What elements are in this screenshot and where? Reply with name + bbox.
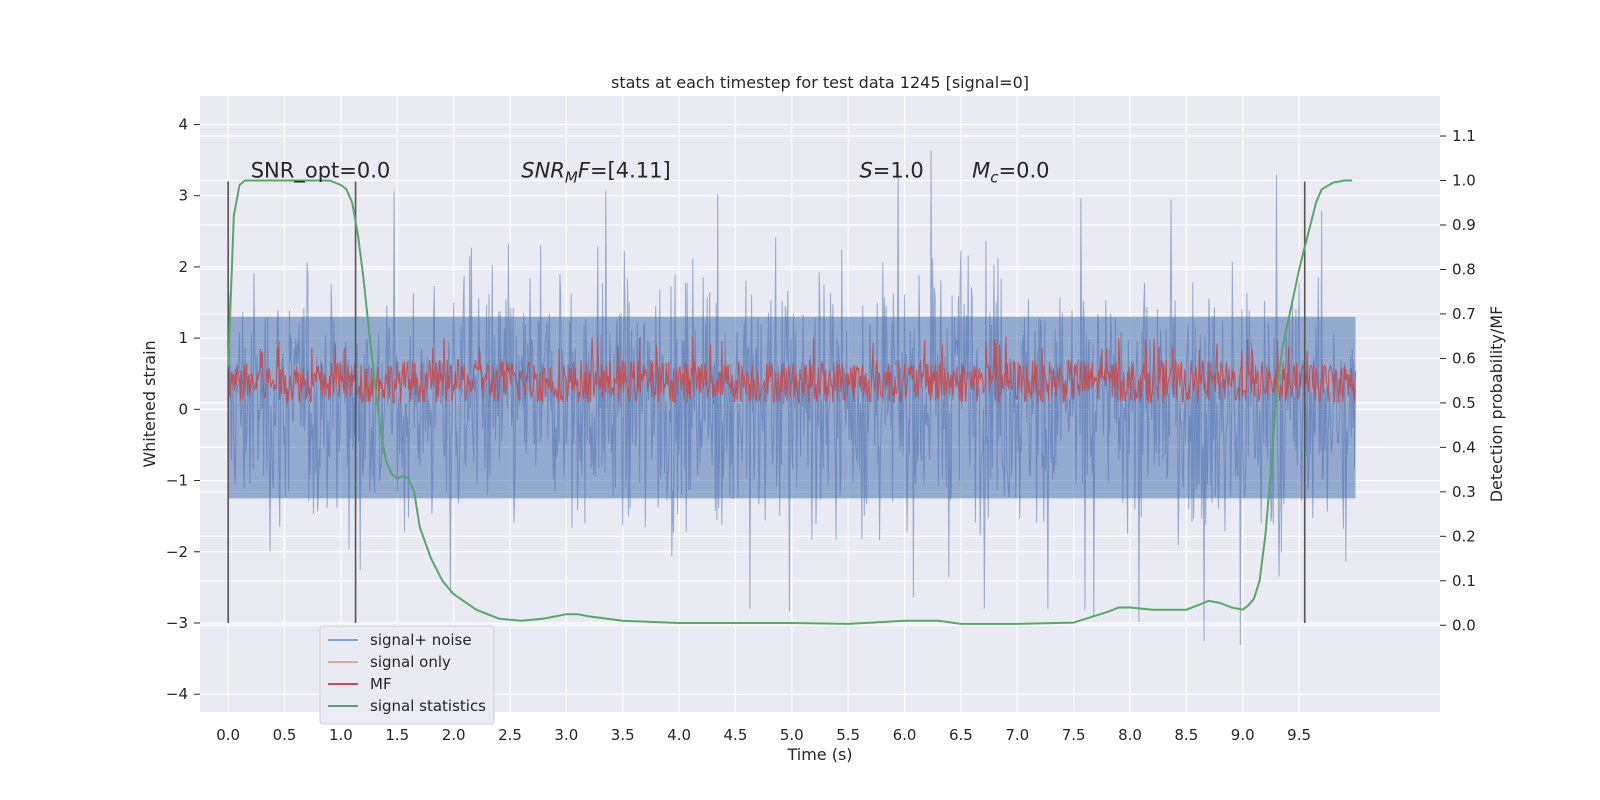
x-tick-label: 9.5 bbox=[1287, 726, 1311, 744]
signal-noise-series bbox=[227, 150, 1356, 646]
x-tick-label: 7.0 bbox=[1005, 726, 1029, 744]
x-tick-label: 6.5 bbox=[949, 726, 973, 744]
y-tick-label: −1 bbox=[166, 472, 188, 490]
x-tick-label: 1.5 bbox=[385, 726, 409, 744]
x-tick-label: 0.0 bbox=[216, 726, 240, 744]
y-right-tick-label: 0.5 bbox=[1452, 394, 1476, 412]
y-tick-label: 1 bbox=[178, 329, 188, 347]
chart-title: stats at each timestep for test data 124… bbox=[611, 73, 1029, 92]
y-tick-label: −4 bbox=[166, 685, 188, 703]
y-right-tick-label: 0.7 bbox=[1452, 305, 1476, 323]
annotation: Mc=0.0 bbox=[972, 158, 1049, 186]
mf-series bbox=[227, 335, 1357, 404]
y-right-tick-label: 0.2 bbox=[1452, 527, 1476, 545]
x-tick-label: 6.0 bbox=[893, 726, 917, 744]
x-tick-label: 0.5 bbox=[273, 726, 297, 744]
x-tick-label: 1.0 bbox=[329, 726, 353, 744]
legend-label-signal-noise: signal+ noise bbox=[370, 631, 472, 649]
y-axis-right-label: Detection probability/MF bbox=[1487, 306, 1506, 503]
y-tick-label: −3 bbox=[166, 614, 188, 632]
mf-line bbox=[227, 335, 1357, 404]
x-tick-label: 3.0 bbox=[554, 726, 578, 744]
legend-box bbox=[319, 625, 495, 725]
annotations: SNR_opt=0.0 SNRMF=[4.11] S=1.0 Mc=0.0 bbox=[251, 158, 1050, 186]
y-right-tick-label: 0.1 bbox=[1452, 572, 1476, 590]
y-tick-label: −2 bbox=[166, 543, 188, 561]
signal-statistics-line bbox=[227, 179, 1353, 625]
y-tick-label: 0 bbox=[178, 400, 188, 418]
x-tick-label: 9.0 bbox=[1231, 726, 1255, 744]
x-axis-label: Time (s) bbox=[786, 745, 852, 764]
annotation: SNR_opt=0.0 bbox=[251, 158, 391, 183]
y-tick-label: 2 bbox=[178, 258, 188, 276]
x-tick-label: 3.5 bbox=[611, 726, 635, 744]
annotation: SNRMF=[4.11] bbox=[521, 158, 670, 186]
legend-label-mf: MF bbox=[370, 675, 392, 693]
legend: signal+ noise signal only MF signal stat… bbox=[319, 625, 495, 725]
y-right-tick-label: 0.4 bbox=[1452, 438, 1476, 456]
y-right-tick-label: 0.6 bbox=[1452, 349, 1476, 367]
x-tick-label: 4.5 bbox=[724, 726, 748, 744]
y-axis-right-ticks: 0.0 0.1 0.2 0.3 0.4 0.5 0.6 0.7 0.8 0.9 1.0 1.1 bbox=[1440, 127, 1476, 634]
signal-noise-line bbox=[227, 150, 1356, 646]
y-right-tick-label: 0.8 bbox=[1452, 260, 1476, 278]
y-tick-label: 4 bbox=[178, 115, 188, 133]
y-tick-label: 3 bbox=[178, 187, 188, 205]
x-tick-label: 8.5 bbox=[1174, 726, 1198, 744]
y-right-tick-label: 0.3 bbox=[1452, 483, 1476, 501]
legend-label-signal-statistics: signal statistics bbox=[370, 697, 486, 715]
y-right-tick-label: 0.0 bbox=[1452, 616, 1476, 634]
y-right-tick-label: 0.9 bbox=[1452, 216, 1476, 234]
marker-lines bbox=[227, 181, 1306, 623]
x-tick-label: 2.0 bbox=[442, 726, 466, 744]
x-tick-label: 5.0 bbox=[780, 726, 804, 744]
y-right-tick-label: 1.1 bbox=[1452, 127, 1476, 145]
x-tick-label: 7.5 bbox=[1062, 726, 1086, 744]
x-tick-label: 5.5 bbox=[836, 726, 860, 744]
x-axis-ticks: 0.0 0.5 1.0 1.5 2.0 2.5 3.0 3.5 4.0 4.5 5.0 5.5 6.0 6… bbox=[216, 726, 1311, 744]
legend-label-signal-only: signal only bbox=[370, 653, 451, 671]
x-tick-label: 8.0 bbox=[1118, 726, 1142, 744]
y-axis-ticks: −4 −3 −2 −1 0 1 2 3 4 bbox=[166, 115, 200, 703]
y-right-tick-label: 1.0 bbox=[1452, 172, 1476, 190]
signal-statistics-series bbox=[227, 179, 1353, 625]
x-tick-label: 4.0 bbox=[667, 726, 691, 744]
annotation: S=1.0 bbox=[859, 158, 923, 182]
x-tick-label: 2.5 bbox=[498, 726, 522, 744]
y-axis-label: Whitened strain bbox=[140, 340, 159, 467]
